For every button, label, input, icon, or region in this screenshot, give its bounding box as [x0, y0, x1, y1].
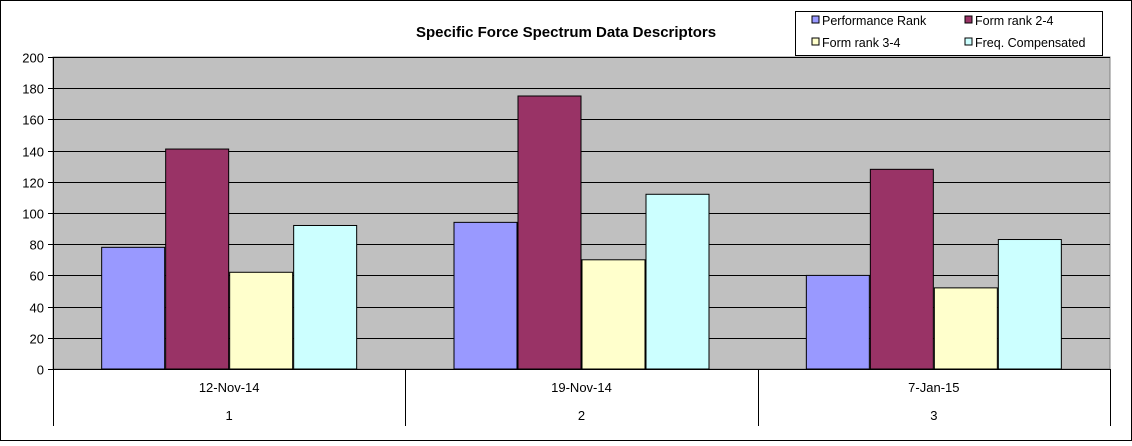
legend-label: Form rank 3-4 [822, 36, 901, 50]
bar [453, 221, 518, 370]
x-category-index-label: 3 [930, 408, 937, 423]
bar [581, 259, 646, 370]
legend-label: Form rank 2-4 [975, 14, 1054, 28]
x-category-label: 12-Nov-14 [199, 380, 260, 395]
bar [293, 224, 358, 370]
y-tick-label: 20 [30, 332, 44, 347]
y-tick-label: 140 [22, 145, 44, 160]
bar [165, 148, 230, 370]
y-tick-label: 0 [37, 363, 44, 378]
y-tick-label: 80 [30, 238, 44, 253]
axes: 0 20 40 60 80 100 120 140 160 180 200 12-Nov-14 1 19-… [22, 51, 1111, 426]
y-tick-label: 100 [22, 207, 44, 222]
bar [101, 246, 166, 370]
bar [645, 193, 710, 370]
x-category-index-label: 2 [578, 408, 585, 423]
legend-swatch [964, 37, 973, 46]
bar [517, 95, 582, 370]
bar [997, 239, 1062, 370]
bar [805, 274, 870, 370]
legend-swatch [811, 15, 820, 24]
legend-label: Performance Rank [822, 14, 927, 28]
y-tick-label: 200 [22, 51, 44, 66]
y-tick-label: 180 [22, 82, 44, 97]
legend-swatch [964, 15, 973, 24]
legend-box [795, 11, 1103, 56]
chart-title: Specific Force Spectrum Data Descriptors [416, 24, 716, 41]
y-tick-label: 40 [30, 301, 44, 316]
bar [933, 287, 998, 370]
x-category-label: 19-Nov-14 [551, 380, 612, 395]
y-tick-label: 160 [22, 113, 44, 128]
x-category-index-label: 1 [226, 408, 233, 423]
legend-swatch [811, 37, 820, 46]
bar [869, 168, 934, 370]
y-tick-label: 60 [30, 269, 44, 284]
x-category-label: 7-Jan-15 [908, 380, 959, 395]
y-tick-label: 120 [22, 176, 44, 191]
bar [229, 271, 294, 370]
legend-label: Freq. Compensated [975, 36, 1086, 50]
legend: Performance Rank Form rank 2-4 Form rank 3… [795, 11, 1103, 56]
